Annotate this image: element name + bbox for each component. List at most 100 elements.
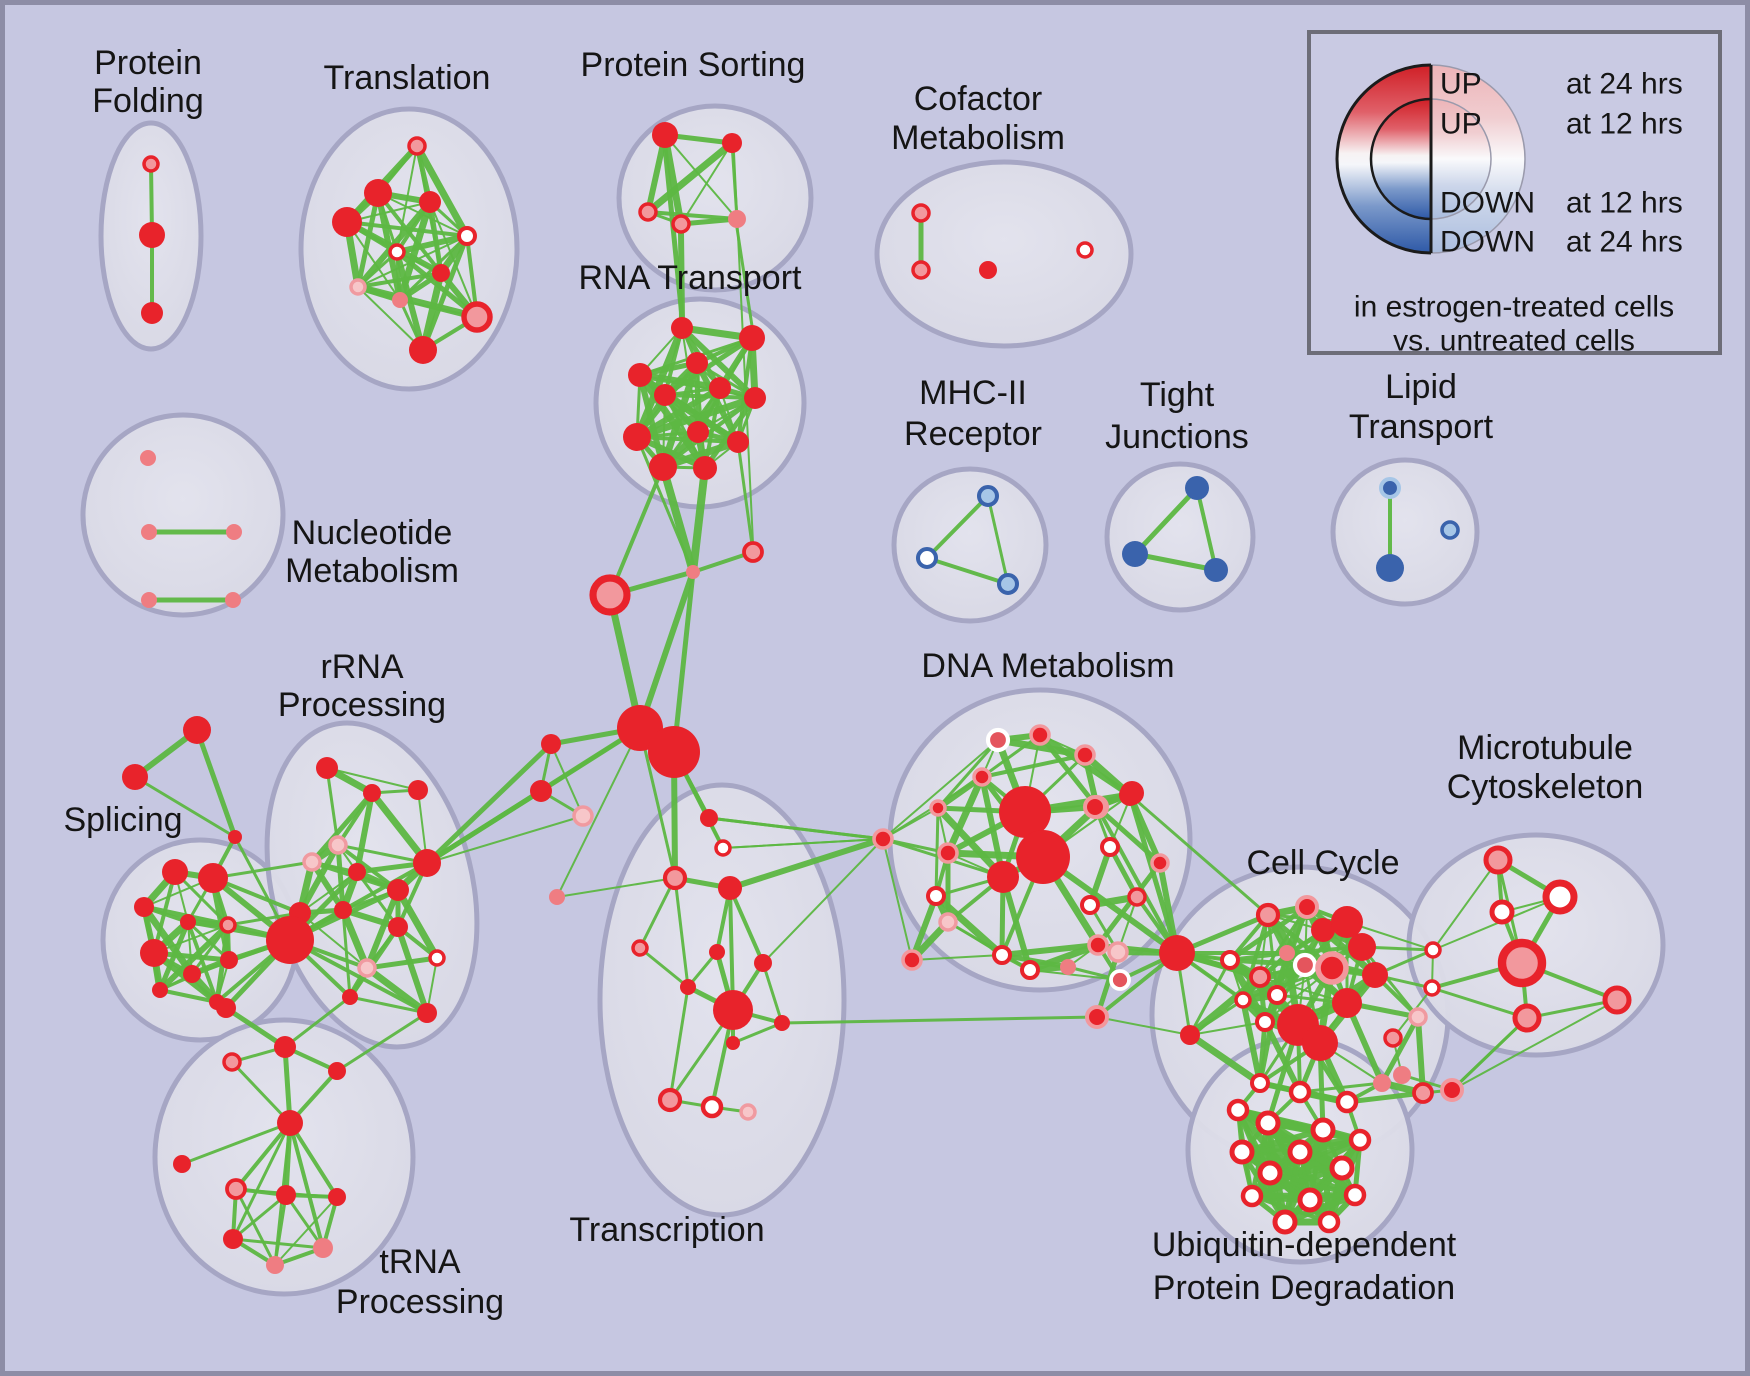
gene-node-microtubule-cytoskeleton xyxy=(1483,845,1513,875)
gene-node-cell-cycle xyxy=(1085,1005,1109,1029)
gene-node-protein-sorting xyxy=(671,214,691,234)
cluster-label-transcription: Transcription xyxy=(569,1211,764,1249)
cluster-label-microtubule-cytoskeleton: Cytoskeleton xyxy=(1447,768,1644,806)
gene-node-translation xyxy=(409,336,437,364)
network-edge xyxy=(780,1015,1099,1025)
gene-node-hub xyxy=(742,541,764,563)
network-edge xyxy=(395,924,430,1016)
network-edge xyxy=(550,743,584,817)
network-edge xyxy=(608,465,665,597)
gene-node-rrna-processing xyxy=(363,784,381,802)
cluster-label-rrna-processing: Processing xyxy=(278,686,446,724)
gene-node-hub xyxy=(589,574,631,616)
network-edge xyxy=(299,912,368,969)
gene-node-ubiquitin-degradation xyxy=(1287,1139,1313,1165)
gene-node-cell-cycle xyxy=(1279,945,1295,961)
gene-node-cofactor-metabolism xyxy=(979,261,997,279)
gene-node-rna-transport xyxy=(628,363,652,387)
network-edge xyxy=(398,234,469,302)
network-edge xyxy=(679,325,758,401)
gene-node-cell-cycle xyxy=(1100,837,1120,857)
network-edge xyxy=(636,371,709,472)
gene-node-cell-cycle xyxy=(1332,988,1362,1018)
cluster-label-dna-metabolism: DNA Metabolism xyxy=(921,647,1174,685)
network-edge xyxy=(762,838,884,964)
gene-node-cell-cycle xyxy=(1127,887,1147,907)
gene-node-trna-processing xyxy=(328,1188,346,1206)
gene-node-trna-processing xyxy=(222,1052,242,1072)
gene-node-dna-metabolism xyxy=(1150,853,1170,873)
cluster-label-ubiquitin-degradation: Ubiquitin-dependent xyxy=(1152,1226,1457,1264)
network-edge xyxy=(346,221,401,301)
cluster-ellipse-mhc-ii-receptor xyxy=(891,466,1049,624)
gene-node-rna-transport xyxy=(686,352,708,374)
gene-node-rrna-processing xyxy=(316,757,338,779)
network-edge xyxy=(1188,958,1232,1037)
network-edge xyxy=(231,1193,288,1241)
gene-node-trna-processing xyxy=(276,1185,296,1205)
gene-node-hub xyxy=(572,805,594,827)
gene-node-trna-processing xyxy=(274,1036,296,1058)
gene-node-cell-cycle xyxy=(1311,918,1335,942)
network-nodes xyxy=(122,122,1632,1274)
gene-node-rrna-processing xyxy=(417,1003,437,1023)
gene-node-trna-processing xyxy=(266,1256,284,1274)
network-edge xyxy=(356,271,443,289)
gene-node-protein-sorting xyxy=(638,202,658,222)
gene-node-rna-transport xyxy=(671,317,693,339)
network-edge xyxy=(309,790,375,865)
cluster-label-tight-junctions: Tight xyxy=(1140,376,1215,414)
gene-node-cofactor-metabolism xyxy=(911,203,931,223)
network-edge xyxy=(364,955,440,971)
network-edge xyxy=(925,556,1010,586)
legend-entry-word: UP xyxy=(1440,68,1482,101)
gene-node-cell-cycle xyxy=(1083,795,1107,819)
legend-entry-time: at 24 hrs xyxy=(1566,226,1683,259)
network-edge xyxy=(1281,1191,1359,1226)
network-edge xyxy=(980,753,1087,779)
network-edge xyxy=(273,1193,288,1267)
gene-node-cell-cycle xyxy=(1249,966,1271,988)
gene-node-transcription xyxy=(657,1087,683,1113)
network-edge xyxy=(341,908,352,999)
gene-node-microtubule-cytoskeleton xyxy=(1489,899,1515,925)
gene-node-rna-transport xyxy=(654,384,676,406)
gene-node-hub xyxy=(648,726,700,778)
network-edge xyxy=(638,726,677,880)
cluster-label-ubiquitin-degradation: Protein Degradation xyxy=(1153,1269,1455,1307)
network-edge xyxy=(673,876,690,989)
network-edge xyxy=(1344,1090,1426,1105)
network-edge xyxy=(925,494,990,560)
network-edge xyxy=(999,942,1101,958)
gene-node-nucleotide-metabolism xyxy=(141,592,157,608)
gene-node-dna-metabolism xyxy=(1087,934,1109,956)
cluster-label-cofactor-metabolism: Cofactor xyxy=(914,80,1043,118)
network-edge xyxy=(424,741,554,866)
network-edge xyxy=(297,842,341,916)
gene-node-dna-metabolism xyxy=(992,945,1012,965)
network-edge xyxy=(413,142,471,240)
cluster-label-tight-junctions: Junctions xyxy=(1105,418,1249,456)
gene-node-protein-folding xyxy=(139,222,165,248)
cluster-label-protein-folding: Protein xyxy=(94,44,202,82)
gene-node-dna-metabolism xyxy=(1016,830,1070,884)
gene-node-translation xyxy=(332,207,362,237)
network-edge xyxy=(633,394,759,441)
gene-node-rna-transport xyxy=(744,387,766,409)
gene-node-cell-cycle xyxy=(1080,895,1100,915)
gene-node-splicing xyxy=(152,982,168,998)
network-edge xyxy=(1095,805,1179,955)
network-edge xyxy=(1451,999,1618,1091)
gene-node-microtubule-cytoskeleton xyxy=(1383,1028,1403,1048)
network-edge xyxy=(326,767,419,791)
legend-caption-line1: in estrogen-treated cells xyxy=(1354,291,1674,324)
network-edge xyxy=(288,861,429,942)
cluster-label-microtubule-cytoskeleton: Microtubule xyxy=(1457,729,1633,767)
network-edge xyxy=(194,727,238,840)
cluster-label-rrna-processing: rRNA xyxy=(320,648,403,686)
gene-node-dna-metabolism xyxy=(926,886,946,906)
gene-node-dna-metabolism xyxy=(985,727,1011,753)
network-edge xyxy=(1450,1016,1529,1092)
network-edge xyxy=(288,938,429,1015)
gene-node-dna-metabolism xyxy=(1029,724,1051,746)
